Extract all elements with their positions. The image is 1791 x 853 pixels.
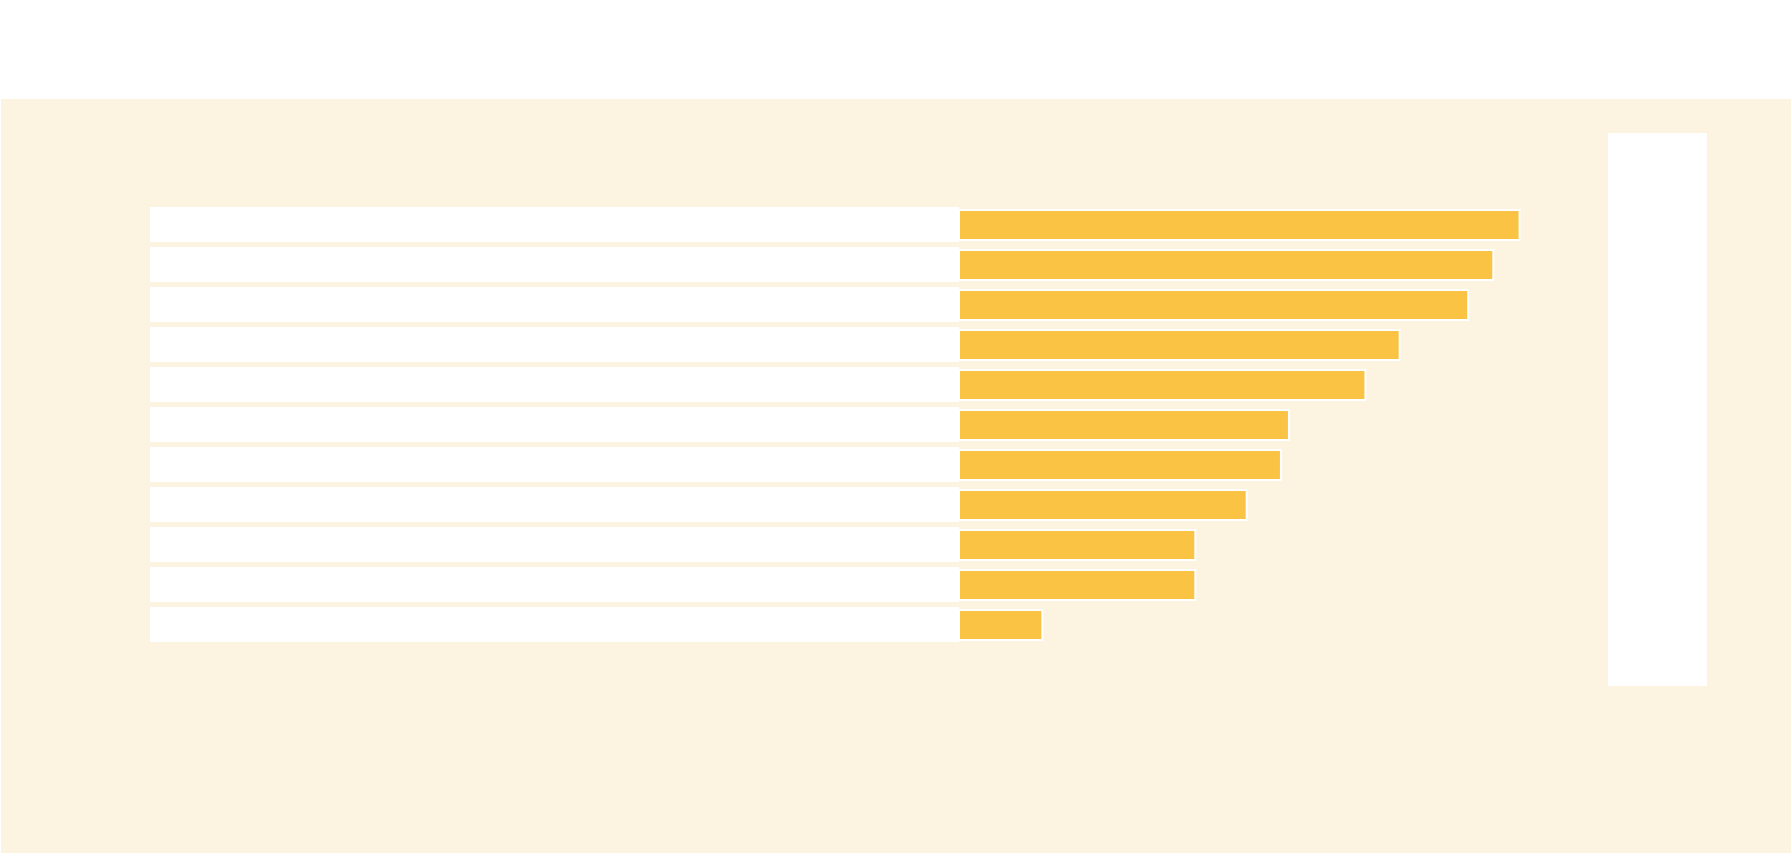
row-label-box (150, 407, 959, 442)
side-box (1608, 133, 1707, 686)
row-label-box (150, 447, 959, 482)
row-label-box (150, 527, 959, 562)
row-label-box (150, 567, 959, 602)
bar (958, 529, 1197, 561)
chart (150, 207, 1521, 642)
bar (958, 449, 1282, 481)
bar (958, 569, 1197, 601)
top-bar (0, 0, 1791, 99)
bar (958, 409, 1290, 441)
row-label-box (150, 327, 959, 362)
row-label-box (150, 607, 959, 642)
row-label-box (150, 487, 959, 522)
bar (958, 209, 1521, 241)
row-label-box (150, 207, 959, 242)
bar (958, 249, 1495, 281)
bar (958, 289, 1470, 321)
bar (958, 609, 1044, 641)
bar (958, 489, 1248, 521)
row-label-box (150, 287, 959, 322)
bar (958, 329, 1401, 361)
row-label-box (150, 247, 959, 282)
row-label-box (150, 367, 959, 402)
bar (958, 369, 1367, 401)
